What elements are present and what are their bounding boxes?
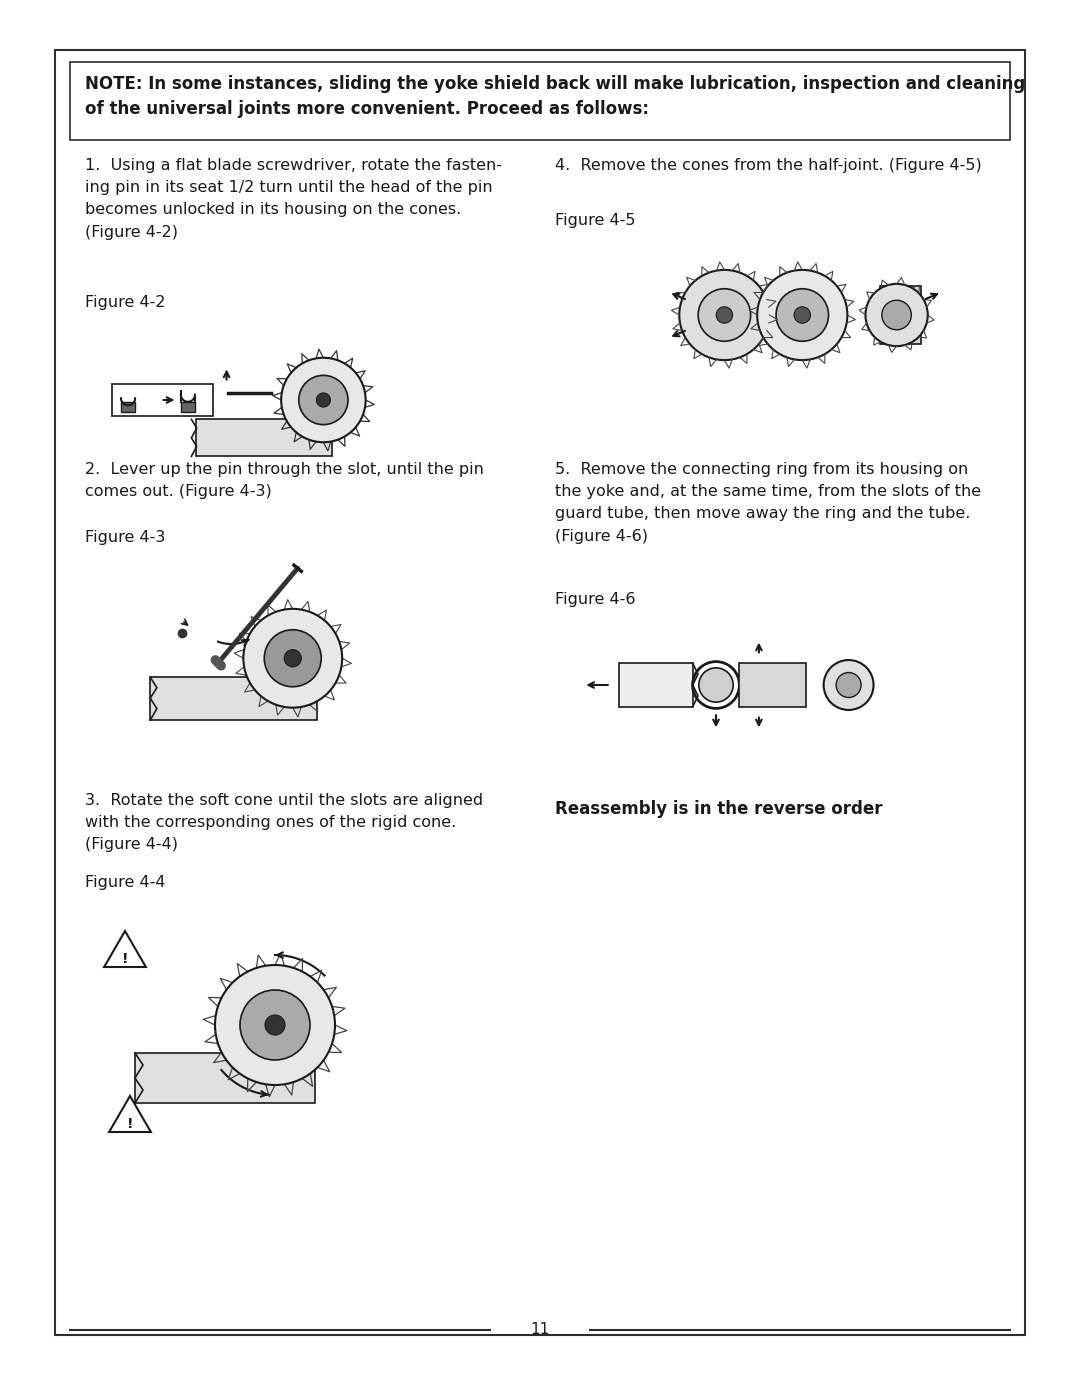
Circle shape: [299, 376, 348, 425]
Circle shape: [836, 672, 861, 697]
Bar: [70, 61, 1010, 140]
Circle shape: [757, 270, 848, 360]
Bar: [55, 50, 1025, 1336]
Text: Figure 4-5: Figure 4-5: [555, 212, 635, 228]
Circle shape: [240, 990, 310, 1060]
Text: Figure 4-6: Figure 4-6: [555, 592, 635, 608]
Bar: [180, 402, 194, 412]
Text: 5.  Remove the connecting ring from its housing on
the yoke and, at the same tim: 5. Remove the connecting ring from its h…: [555, 462, 981, 543]
Text: Figure 4-3: Figure 4-3: [85, 529, 165, 545]
Text: 11: 11: [530, 1323, 550, 1337]
Circle shape: [699, 668, 733, 703]
Circle shape: [865, 284, 928, 346]
Circle shape: [716, 307, 732, 323]
Circle shape: [281, 358, 366, 443]
Circle shape: [265, 1016, 285, 1035]
Circle shape: [215, 965, 335, 1085]
Circle shape: [243, 609, 342, 708]
Bar: [135, 1053, 315, 1104]
Circle shape: [265, 630, 321, 687]
Bar: [619, 664, 692, 707]
Circle shape: [794, 307, 810, 323]
Bar: [195, 419, 333, 457]
Circle shape: [316, 393, 330, 407]
Bar: [880, 286, 921, 344]
Circle shape: [824, 659, 874, 710]
Text: Figure 4-2: Figure 4-2: [85, 295, 165, 310]
Circle shape: [698, 289, 751, 341]
Circle shape: [679, 270, 769, 360]
Text: 4.  Remove the cones from the half-joint. (Figure 4-5): 4. Remove the cones from the half-joint.…: [555, 158, 982, 173]
Text: Reassembly is in the reverse order: Reassembly is in the reverse order: [555, 800, 882, 819]
Bar: [740, 664, 806, 707]
Bar: [150, 678, 316, 719]
Circle shape: [777, 289, 828, 341]
Text: 2.  Lever up the pin through the slot, until the pin
comes out. (Figure 4-3): 2. Lever up the pin through the slot, un…: [85, 462, 484, 499]
Text: 3.  Rotate the soft cone until the slots are aligned
with the corresponding ones: 3. Rotate the soft cone until the slots …: [85, 793, 483, 852]
Text: !: !: [122, 951, 129, 965]
Text: 1.  Using a flat blade screwdriver, rotate the fasten-
ing pin in its seat 1/2 t: 1. Using a flat blade screwdriver, rotat…: [85, 158, 502, 240]
Text: NOTE: In some instances, sliding the yoke shield back will make lubrication, ins: NOTE: In some instances, sliding the yok…: [85, 75, 1025, 117]
Circle shape: [882, 300, 912, 330]
Text: !: !: [126, 1116, 133, 1130]
Circle shape: [284, 650, 301, 666]
Text: Figure 4-4: Figure 4-4: [85, 875, 165, 890]
Bar: [121, 402, 135, 412]
Bar: [112, 384, 214, 416]
